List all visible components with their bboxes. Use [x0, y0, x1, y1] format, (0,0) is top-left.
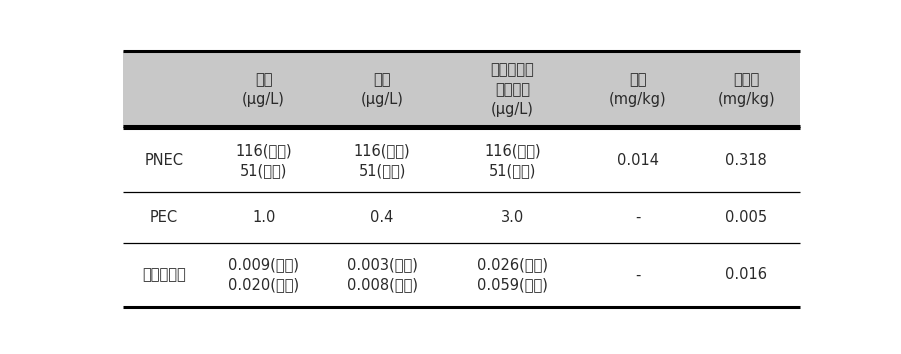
Text: 0.014: 0.014 [617, 153, 659, 168]
Text: 0.003(급성)
0.008(만성): 0.003(급성) 0.008(만성) [347, 257, 418, 292]
Text: 호소
(μg/L): 호소 (μg/L) [360, 72, 404, 107]
Text: 116(급성)
51(만성): 116(급성) 51(만성) [235, 143, 292, 178]
Text: 하천
(μg/L): 하천 (μg/L) [242, 72, 285, 107]
Text: 0.016: 0.016 [725, 267, 768, 282]
Text: 공단배출수
유입지점
(μg/L): 공단배출수 유입지점 (μg/L) [491, 62, 534, 117]
Text: 0.318: 0.318 [725, 153, 767, 168]
Text: 토양
(mg/kg): 토양 (mg/kg) [609, 72, 667, 107]
Text: 0.4: 0.4 [370, 210, 394, 225]
Text: 3.0: 3.0 [501, 210, 524, 225]
Text: -: - [635, 267, 641, 282]
Text: -: - [635, 210, 641, 225]
Bar [123, 129, 800, 307]
Bar [123, 51, 800, 129]
Text: PNEC: PNEC [144, 153, 183, 168]
Text: 1.0: 1.0 [252, 210, 276, 225]
Text: 유해도지수: 유해도지수 [141, 267, 186, 282]
Text: 0.005: 0.005 [725, 210, 768, 225]
Text: 퇴적물
(mg/kg): 퇴적물 (mg/kg) [717, 72, 775, 107]
Text: 116(급성)
51(만성): 116(급성) 51(만성) [354, 143, 411, 178]
Text: 0.026(급성)
0.059(만성): 0.026(급성) 0.059(만성) [477, 257, 548, 292]
Text: 0.009(급성)
0.020(만성): 0.009(급성) 0.020(만성) [228, 257, 299, 292]
Text: PEC: PEC [150, 210, 177, 225]
Text: 116(급성)
51(만성): 116(급성) 51(만성) [484, 143, 541, 178]
